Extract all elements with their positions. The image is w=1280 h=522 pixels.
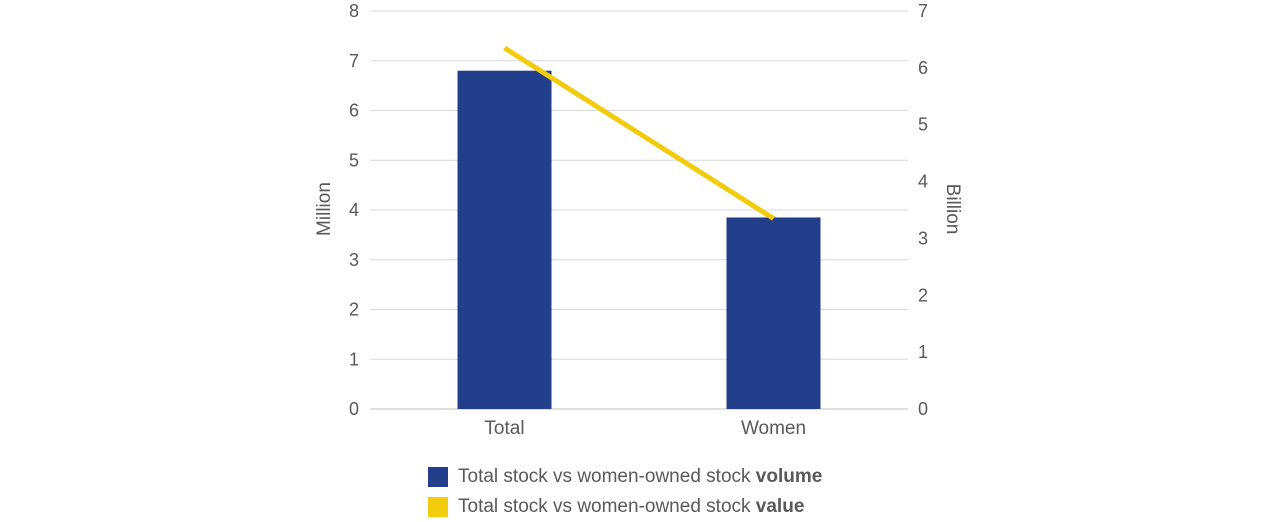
left-axis-ticks: 0 1 2 3 4 5 6 7 8 <box>349 1 359 419</box>
left-tick-label: 7 <box>349 51 359 71</box>
legend: Total stock vs women-owned stock volume … <box>428 462 822 522</box>
legend-item-value: Total stock vs women-owned stock value <box>428 492 822 522</box>
legend-label-value: Total stock vs women-owned stock value <box>458 496 805 517</box>
category-labels: Total Women <box>484 418 806 439</box>
left-tick-label: 3 <box>349 250 359 270</box>
right-tick-label: 6 <box>918 58 928 78</box>
left-tick-label: 6 <box>349 101 359 121</box>
bar-series <box>457 70 821 409</box>
left-tick-label: 0 <box>349 399 359 419</box>
line-series <box>503 45 775 221</box>
right-tick-label: 1 <box>918 342 928 362</box>
category-label: Women <box>741 418 806 439</box>
value-line <box>503 45 775 221</box>
legend-swatch-value <box>428 497 448 517</box>
left-tick-label: 8 <box>349 1 359 21</box>
legend-label-volume: Total stock vs women-owned stock volume <box>458 466 823 487</box>
right-axis-ticks: 0 1 2 3 4 5 6 7 <box>918 1 928 419</box>
right-tick-label: 0 <box>918 399 928 419</box>
chart-svg: 0 1 2 3 4 5 6 7 8 0 1 2 3 4 5 6 7 Total Women Million Bi… <box>314 1 963 439</box>
legend-swatch-volume <box>428 467 448 487</box>
left-tick-label: 1 <box>349 349 359 369</box>
right-tick-label: 4 <box>918 172 928 192</box>
right-axis-label: Billion <box>942 184 963 235</box>
right-tick-label: 3 <box>918 228 928 248</box>
right-tick-label: 7 <box>918 1 928 21</box>
left-axis-label: Million <box>314 182 335 236</box>
right-tick-label: 5 <box>918 115 928 135</box>
bar <box>457 70 552 409</box>
left-tick-label: 5 <box>349 150 359 170</box>
gridlines <box>370 10 908 410</box>
legend-item-volume: Total stock vs women-owned stock volume <box>428 462 822 492</box>
right-tick-label: 2 <box>918 285 928 305</box>
category-label: Total <box>484 418 524 439</box>
bar <box>726 217 821 409</box>
left-tick-label: 4 <box>349 200 359 220</box>
left-tick-label: 2 <box>349 300 359 320</box>
